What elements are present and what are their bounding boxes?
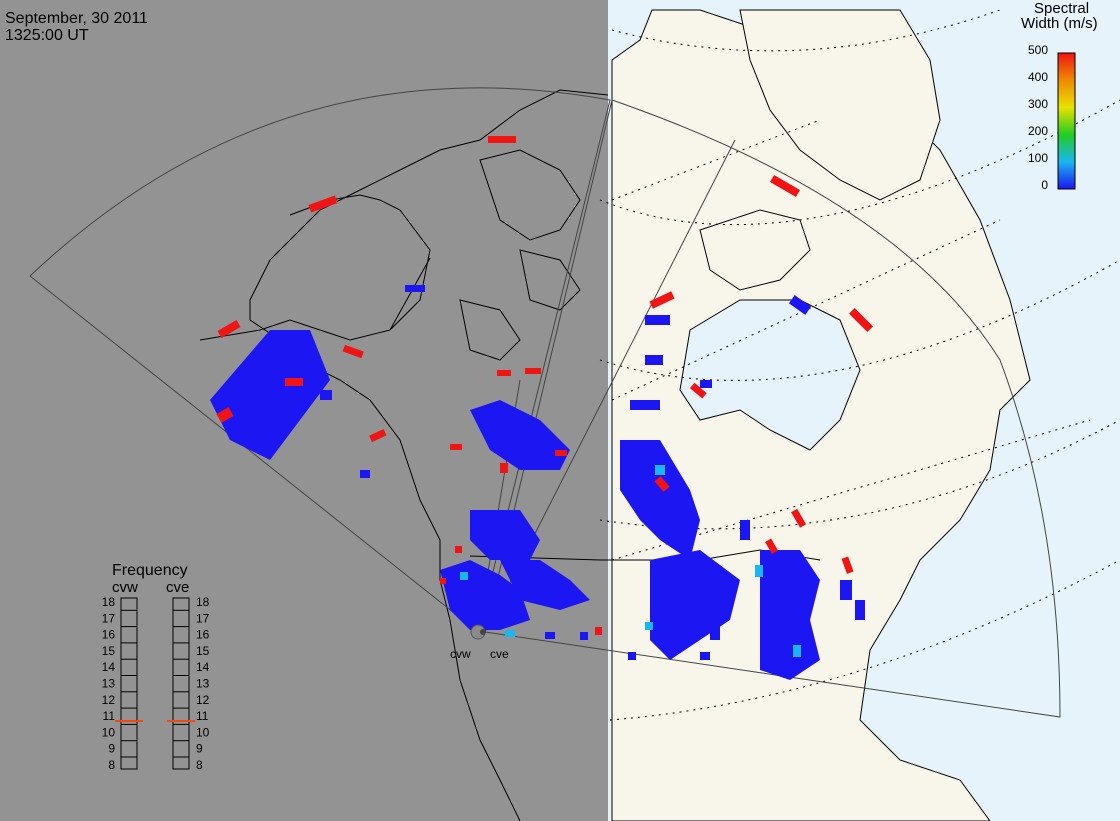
frequency-tick-label: 8 [108,758,115,772]
date-label: September, 30 2011 [5,10,148,27]
colorbar-title-line1: Spectral [1034,0,1089,17]
colorbar-tick: 400 [1028,70,1048,84]
radar-sites: cvw cve [450,624,509,661]
frequency-tick-label: 17 [196,611,210,625]
frequency-box-cvw [120,597,138,770]
timestamp: September, 30 2011 1325:00 UT [5,10,148,44]
station-label-cvw: cvw [450,647,471,661]
frequency-tick-label: 15 [196,644,210,658]
cve-fov [484,99,1061,718]
frequency-tick-label: 9 [196,742,203,756]
frequency-tick-label: 13 [196,677,210,691]
colorbar-tick: 500 [1028,43,1048,57]
frequency-column-cvw: 18 17 16 15 14 13 12 11 10 9 8 [102,595,143,772]
frequency-tick-label: 16 [102,628,116,642]
frequency-tick-label: 14 [102,660,116,674]
colorbar-tick: 100 [1028,151,1048,165]
frequency-tick-label: 13 [102,677,116,691]
frequency-tick-label: 8 [196,758,203,772]
frequency-tick-label: 18 [102,595,116,609]
frequency-tick-label: 11 [103,709,116,723]
colorbar: Spectral Width (m/s) 500 400 300 200 100… [1021,0,1098,192]
frequency-tick-label: 12 [196,693,210,707]
frequency-col-cve: cve [166,579,189,596]
frequency-tick-label: 17 [102,611,116,625]
station-label-cve: cve [490,647,509,661]
frequency-tick-label: 10 [196,725,210,739]
colorbar-tick: 0 [1041,178,1048,192]
night-islands [459,149,581,361]
hudson-bay [679,299,861,451]
frequency-tick-label: 14 [196,660,210,674]
frequency-box-cve [172,597,190,770]
colorbar-tick: 300 [1028,97,1048,111]
cvw-fov [29,87,611,633]
frequency-title: Frequency [112,562,188,579]
frequency-tick-label: 11 [196,709,209,723]
night-alaska [199,194,431,341]
colorbar-tick: 200 [1028,124,1048,138]
frequency-tick-label: 16 [196,628,210,642]
frequency-column-cve: 18 17 16 15 14 13 12 11 10 9 8 [167,595,210,772]
graticule [599,9,1120,721]
frequency-tick-label: 10 [102,725,116,739]
frequency-tick-label: 15 [102,644,116,658]
colorbar-title-line2: Width (m/s) [1021,15,1098,32]
frequency-panel: Frequency cvw cve 18 17 16 15 14 13 12 11 10 9 8 1… [102,562,210,772]
frequency-col-cvw: cvw [112,579,138,596]
scatter-cyan [460,465,801,657]
cve-site-marker [480,629,486,635]
scatter-red [216,136,874,635]
frequency-tick-label: 18 [196,595,210,609]
arctic-islands [699,209,811,291]
time-label: 1325:00 UT [5,27,89,44]
colorbar-scale [1057,52,1076,190]
frequency-tick-label: 12 [102,693,116,707]
greenland [739,9,941,201]
scatter-blue [210,285,865,680]
frequency-tick-label: 9 [108,742,115,756]
